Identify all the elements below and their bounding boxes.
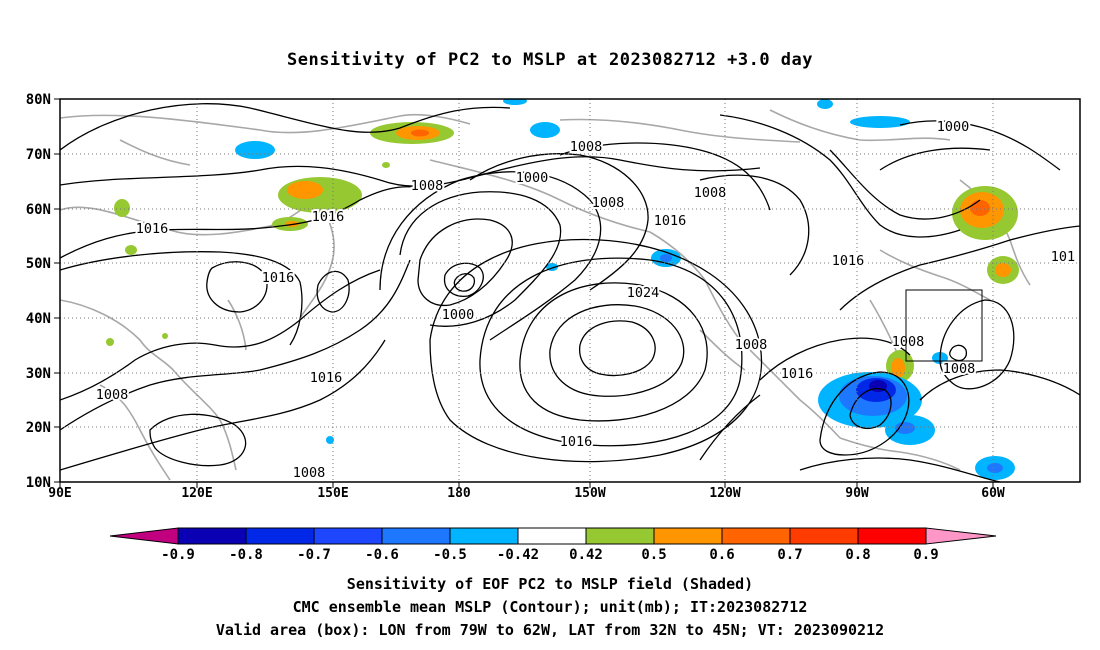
lon-label: 90W xyxy=(845,486,869,501)
contour-label: 1008 xyxy=(96,387,129,403)
contour-label: 1016 xyxy=(310,370,343,386)
lat-label: 40N xyxy=(26,311,51,327)
contour-label: 1016 xyxy=(832,253,865,269)
plot-title: Sensitivity of PC2 to MSLP at 2023082712… xyxy=(286,50,813,70)
colorbar-tick-label: -0.6 xyxy=(365,547,399,563)
contour-label: 1016 xyxy=(654,213,687,229)
latitude-labels: 80N 70N 60N 50N 40N 30N 20N 10N xyxy=(26,92,51,491)
contour-label: 101 xyxy=(1051,249,1075,265)
colorbar-tick-label: -0.9 xyxy=(161,547,195,563)
caption-shaded: Sensitivity of EOF PC2 to MSLP field (Sh… xyxy=(346,575,754,593)
colorbar-tick-label: 0.9 xyxy=(913,547,938,563)
colorbar-tick-label: 0.5 xyxy=(641,547,666,563)
colorbar: -0.9 -0.8 -0.7 -0.6 -0.5 -0.42 0.42 0.5 0.6 0.7 0.… xyxy=(109,527,997,563)
contour-labels: 1008 1000 1008 1016 1000 1008 1016 1008 … xyxy=(94,117,1077,482)
colorbar-box xyxy=(313,527,383,545)
coastlines xyxy=(60,109,1031,481)
colorbar-box xyxy=(381,527,451,545)
caption-contour: CMC ensemble mean MSLP (Contour); unit(m… xyxy=(292,598,808,616)
colorbar-tick-label: -0.8 xyxy=(229,547,263,563)
lon-label: 150W xyxy=(574,486,605,501)
lat-label: 50N xyxy=(26,256,51,272)
lon-label: 180 xyxy=(447,486,471,501)
mslp-contours xyxy=(60,103,1080,482)
colorbar-box xyxy=(857,527,927,545)
colorbar-box xyxy=(245,527,315,545)
lat-label: 20N xyxy=(26,420,51,436)
lon-label: 60W xyxy=(981,486,1005,501)
contour-label: 1024 xyxy=(627,285,660,301)
colorbar-tick-label: 0.42 xyxy=(569,547,603,563)
colorbar-tick-label: -0.7 xyxy=(297,547,331,563)
colorbar-box xyxy=(177,527,247,545)
colorbar-box xyxy=(517,527,587,545)
lat-label: 30N xyxy=(26,366,51,382)
contour-label: 1016 xyxy=(312,209,345,225)
contour-label: 1008 xyxy=(592,195,625,211)
map-frame xyxy=(59,98,1081,483)
contour-label: 1000 xyxy=(937,119,970,135)
colorbar-box xyxy=(789,527,859,545)
contour-label: 1016 xyxy=(560,434,593,450)
colorbar-box xyxy=(449,527,519,545)
colorbar-right-arrow xyxy=(925,527,997,545)
colorbar-tick-label: 0.8 xyxy=(845,547,870,563)
contour-label: 1008 xyxy=(735,337,768,353)
contour-label: 1016 xyxy=(781,366,814,382)
colorbar-tick-label: 0.6 xyxy=(709,547,734,563)
contour-label: 1016 xyxy=(136,221,169,237)
contour-label: 1008 xyxy=(293,465,326,481)
lat-label: 70N xyxy=(26,147,51,163)
contour-label: 1008 xyxy=(411,178,444,194)
contour-label: 1008 xyxy=(943,361,976,377)
contour-label-dup: 1000 xyxy=(442,307,475,323)
lat-label: 10N xyxy=(26,475,51,491)
colorbar-box xyxy=(653,527,723,545)
sensitivity-shading xyxy=(106,99,1019,480)
lat-label: 80N xyxy=(26,92,51,108)
lon-label: 120W xyxy=(709,486,740,501)
contour-label: 1016 xyxy=(262,270,295,286)
valid-area-box xyxy=(905,289,983,362)
lon-label: 150E xyxy=(317,486,348,501)
colorbar-left-arrow xyxy=(109,527,179,545)
lat-label: 60N xyxy=(26,202,51,218)
contour-label: 1000 xyxy=(442,307,475,323)
contour-label: 1008 xyxy=(892,334,925,350)
lon-label: 90E xyxy=(48,486,71,501)
colorbar-tick-label: 0.7 xyxy=(777,547,802,563)
colorbar-tick-label: -0.5 xyxy=(433,547,467,563)
longitude-labels: 90E 120E 150E 180 150W 120W 90W 60W xyxy=(48,486,1005,501)
lon-label: 120E xyxy=(181,486,212,501)
colorbar-box xyxy=(721,527,791,545)
colorbar-box xyxy=(585,527,655,545)
contour-label: 1000 xyxy=(516,170,549,186)
contour-label: 1008 xyxy=(694,185,727,201)
contour-label: 1008 xyxy=(570,139,603,155)
caption-valid-area: Valid area (box): LON from 79W to 62W, L… xyxy=(215,621,885,639)
axis-ticks xyxy=(54,98,994,488)
colorbar-tick-label: -0.42 xyxy=(497,547,539,563)
